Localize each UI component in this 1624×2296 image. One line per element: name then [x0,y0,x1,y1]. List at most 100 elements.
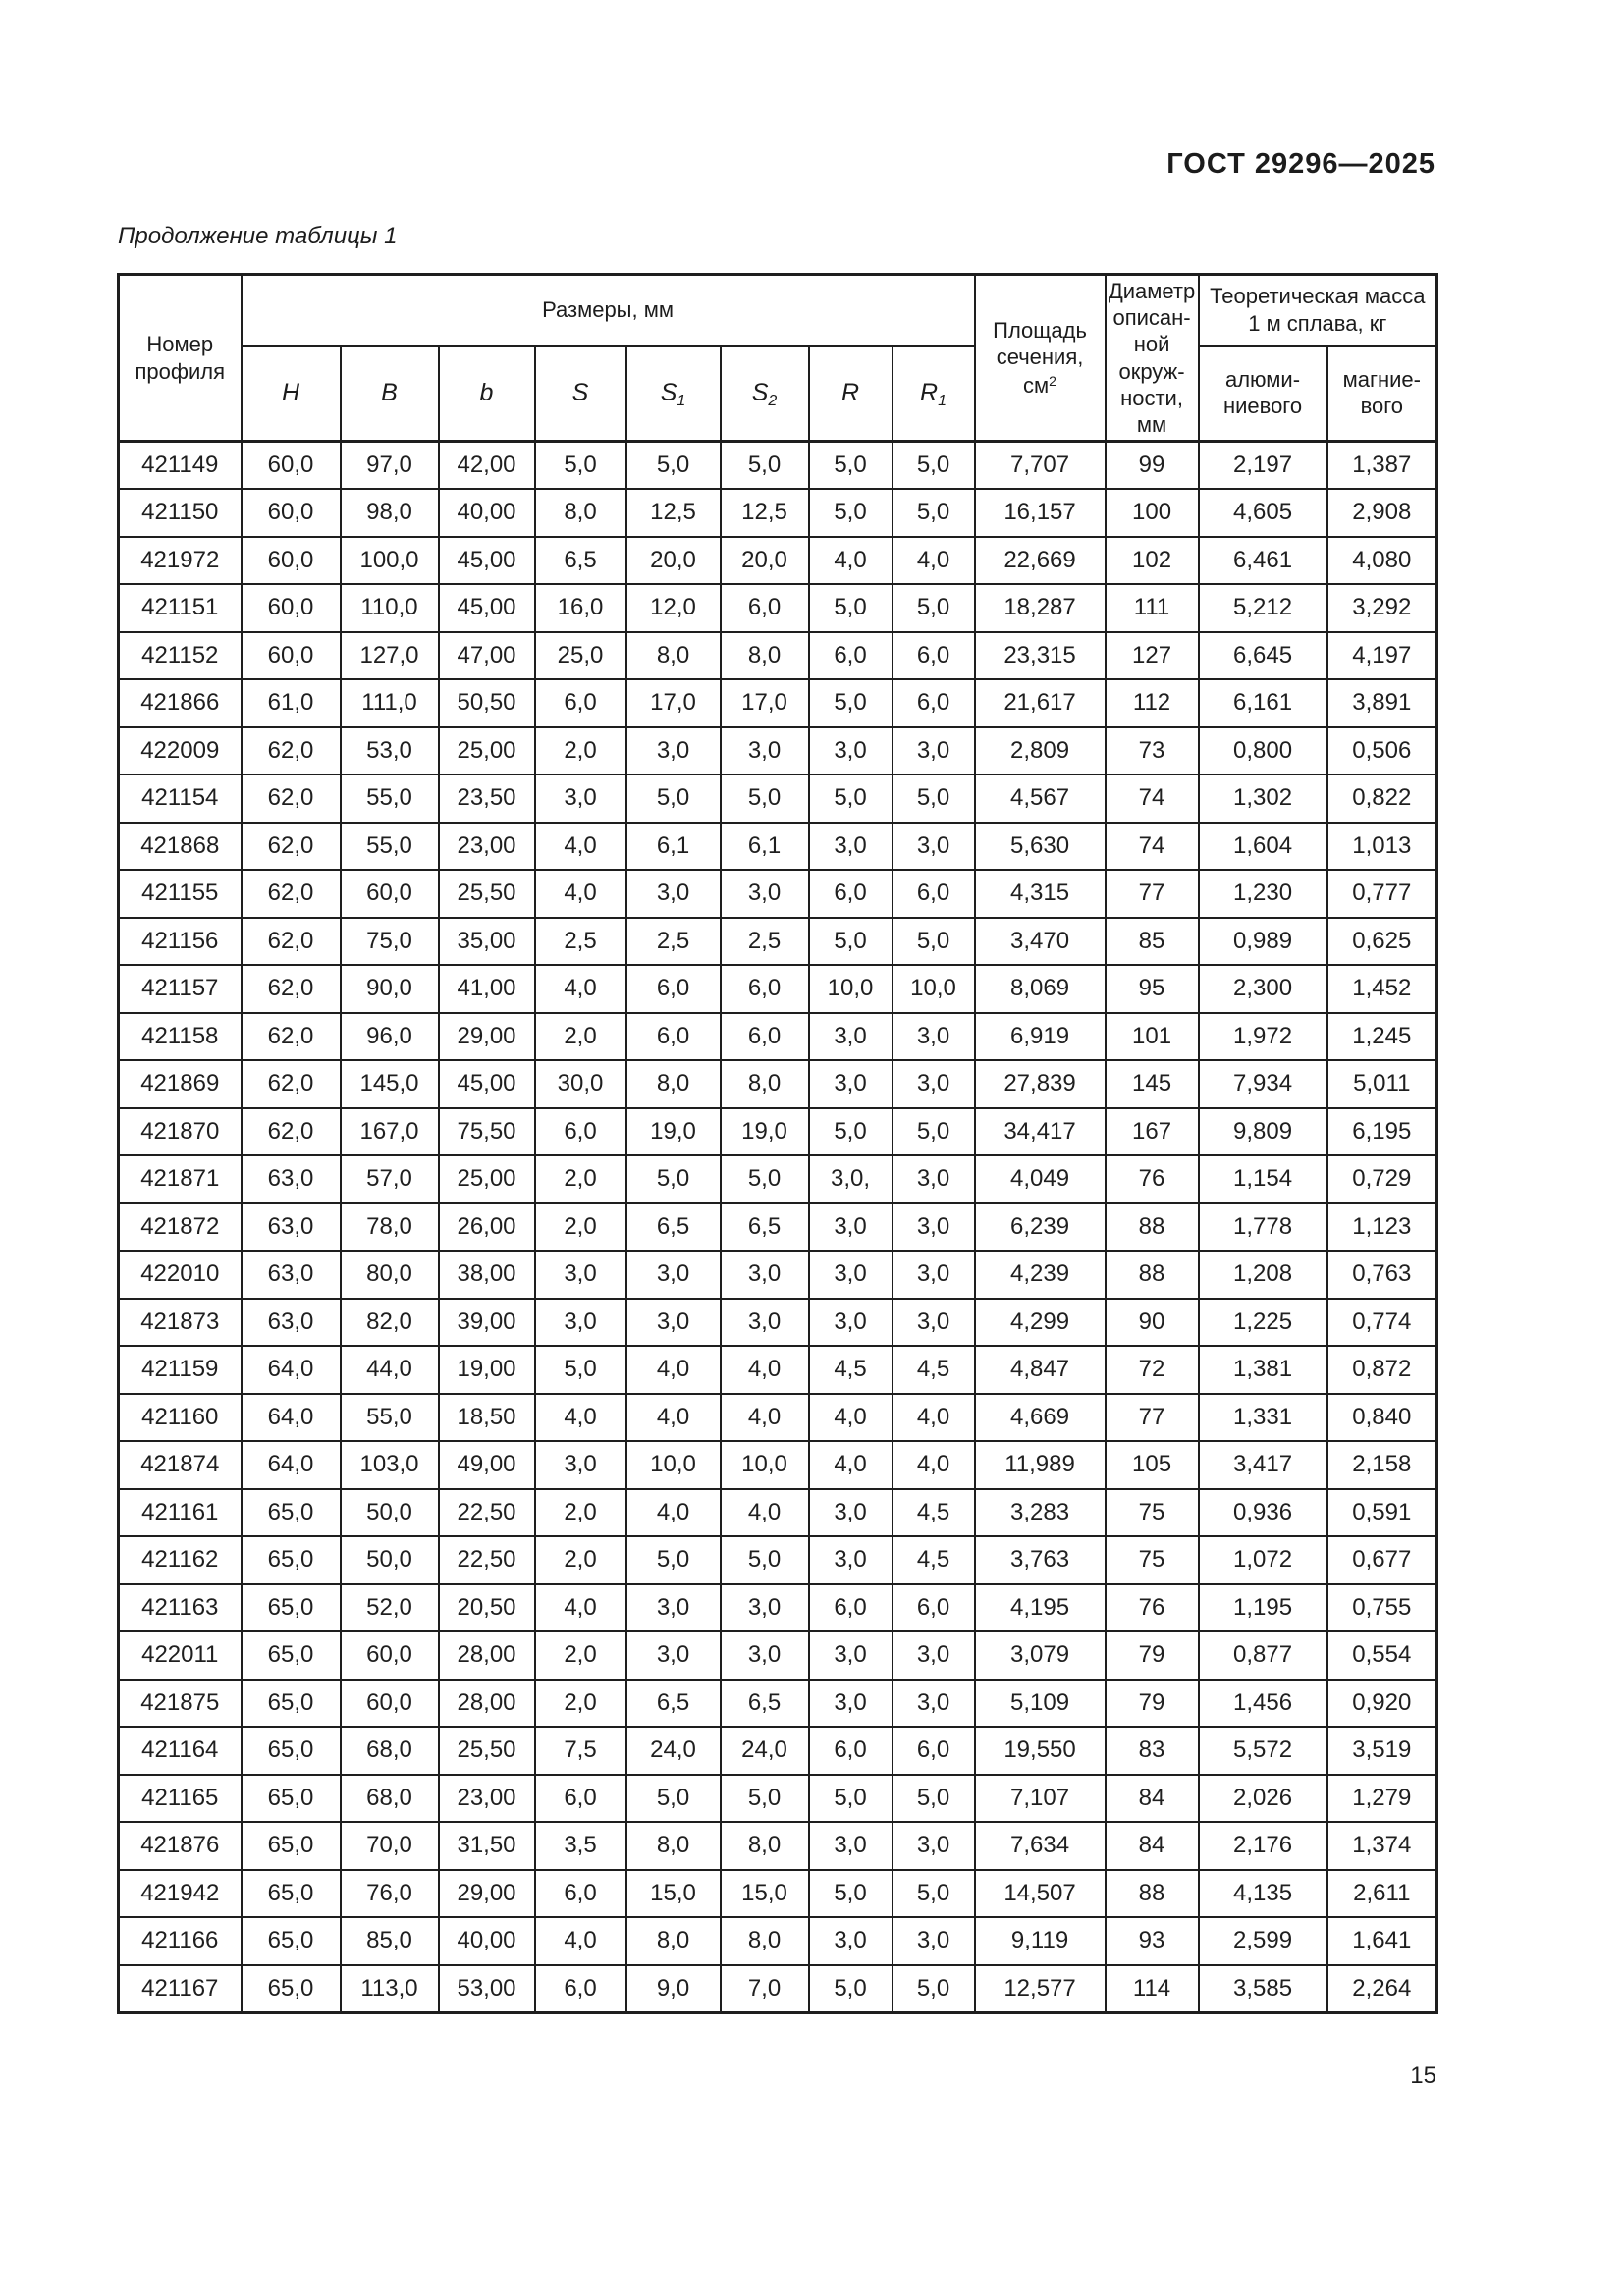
value-cell: 0,840 [1326,1392,1438,1442]
value-cell: 4,049 [973,1154,1107,1204]
value-cell: 3,0 [719,869,810,919]
profile-number-cell: 421876 [117,1821,243,1871]
value-cell: 5,0 [807,583,893,633]
value-cell: 2,197 [1197,440,1328,490]
value-cell: 3,0 [807,1678,893,1728]
table-row: 422011 65,0 60,0 28,00 2,0 3,0 3,0 3,0 3,0 3,079 7… [117,1630,1438,1681]
value-cell: 77 [1104,1392,1200,1442]
value-cell: 8,0 [533,488,627,538]
col-header-section-area: Площадь сечения, см2 [973,273,1107,443]
value-cell: 2,0 [533,1535,627,1585]
value-cell: 60,0 [240,488,342,538]
value-cell: 1,302 [1197,774,1328,824]
value-cell: 6,0 [533,1106,627,1156]
value-cell: 0,506 [1326,725,1438,775]
profile-number-cell: 421873 [117,1297,243,1347]
value-cell: 3,0 [807,821,893,871]
table-row: 421942 65,0 76,0 29,00 6,0 15,0 15,0 5,0 5,0 14,5… [117,1868,1438,1918]
value-cell: 60,0 [339,1630,440,1681]
value-cell: 45,00 [437,1059,536,1109]
value-cell: 3,0 [533,774,627,824]
profile-number-cell: 421156 [117,916,243,966]
value-cell: 5,0 [891,583,976,633]
profile-number-cell: 421149 [117,440,243,490]
value-cell: 110,0 [339,583,440,633]
value-cell: 49,00 [437,1440,536,1490]
profile-number-cell: 421874 [117,1440,243,1490]
value-cell: 61,0 [240,678,342,728]
value-cell: 3,0 [533,1250,627,1300]
value-cell: 64,0 [240,1440,342,1490]
value-cell: 3,283 [973,1487,1107,1537]
value-cell: 12,577 [973,1963,1107,2013]
profile-number-cell: 421160 [117,1392,243,1442]
value-cell: 60,0 [240,440,342,490]
value-cell: 111,0 [339,678,440,728]
value-cell: 7,107 [973,1773,1107,1823]
value-cell: 6,5 [719,1201,810,1252]
value-cell: 3,0 [533,1440,627,1490]
value-cell: 5,0 [624,1773,722,1823]
value-cell: 65,0 [240,1726,342,1776]
value-cell: 1,452 [1326,964,1438,1014]
value-cell: 9,809 [1197,1106,1328,1156]
value-cell: 7,707 [973,440,1107,490]
value-cell: 4,0 [891,535,976,585]
table-row: 421162 65,0 50,0 22,50 2,0 5,0 5,0 3,0 4,5 3,763 7… [117,1535,1438,1585]
value-cell: 4,239 [973,1250,1107,1300]
value-cell: 3,417 [1197,1440,1328,1490]
value-cell: 20,0 [719,535,810,585]
value-cell: 25,00 [437,1154,536,1204]
value-cell: 3,585 [1197,1963,1328,2013]
col-header-mass-magnesium: магние- вого [1326,344,1438,443]
value-cell: 5,0 [719,1773,810,1823]
value-cell: 1,123 [1326,1201,1438,1252]
value-cell: 3,0 [891,1678,976,1728]
value-cell: 5,0 [624,1535,722,1585]
value-cell: 0,554 [1326,1630,1438,1681]
value-cell: 0,920 [1326,1678,1438,1728]
value-cell: 3,0 [719,1297,810,1347]
value-cell: 5,0 [891,916,976,966]
value-cell: 2,264 [1326,1963,1438,2013]
value-cell: 1,331 [1197,1392,1328,1442]
value-cell: 2,0 [533,1487,627,1537]
value-cell: 98,0 [339,488,440,538]
value-cell: 4,0 [807,535,893,585]
value-cell: 10,0 [807,964,893,1014]
value-cell: 45,00 [437,535,536,585]
value-cell: 3,0 [891,1201,976,1252]
value-cell: 1,374 [1326,1821,1438,1871]
value-cell: 3,0 [719,725,810,775]
value-cell: 12,5 [624,488,722,538]
value-cell: 4,5 [891,1345,976,1395]
value-cell: 6,239 [973,1201,1107,1252]
value-cell: 2,0 [533,1011,627,1061]
value-cell: 3,0 [807,725,893,775]
table-row: 421156 62,0 75,0 35,00 2,5 2,5 2,5 5,0 5,0 3,470 8… [117,916,1438,966]
value-cell: 6,645 [1197,630,1328,680]
value-cell: 16,157 [973,488,1107,538]
value-cell: 5,0 [891,1106,976,1156]
value-cell: 4,0 [533,869,627,919]
col-header-dim-r: R [807,344,893,443]
value-cell: 2,5 [719,916,810,966]
value-cell: 0,877 [1197,1630,1328,1681]
profile-number-cell: 421972 [117,535,243,585]
value-cell: 3,891 [1326,678,1438,728]
value-cell: 4,0 [533,1392,627,1442]
value-cell: 65,0 [240,1963,342,2013]
profile-number-cell: 421166 [117,1916,243,1966]
value-cell: 5,0 [891,1963,976,2013]
value-cell: 2,300 [1197,964,1328,1014]
value-cell: 62,0 [240,774,342,824]
col-header-dim-h: H [240,344,342,443]
value-cell: 4,605 [1197,488,1328,538]
value-cell: 4,0 [533,964,627,1014]
value-cell: 4,0 [624,1392,722,1442]
value-cell: 83 [1104,1726,1200,1776]
table-row: 421165 65,0 68,0 23,00 6,0 5,0 5,0 5,0 5,0 7,107 8… [117,1773,1438,1823]
value-cell: 6,0 [719,964,810,1014]
value-cell: 5,0 [891,1773,976,1823]
value-cell: 3,470 [973,916,1107,966]
